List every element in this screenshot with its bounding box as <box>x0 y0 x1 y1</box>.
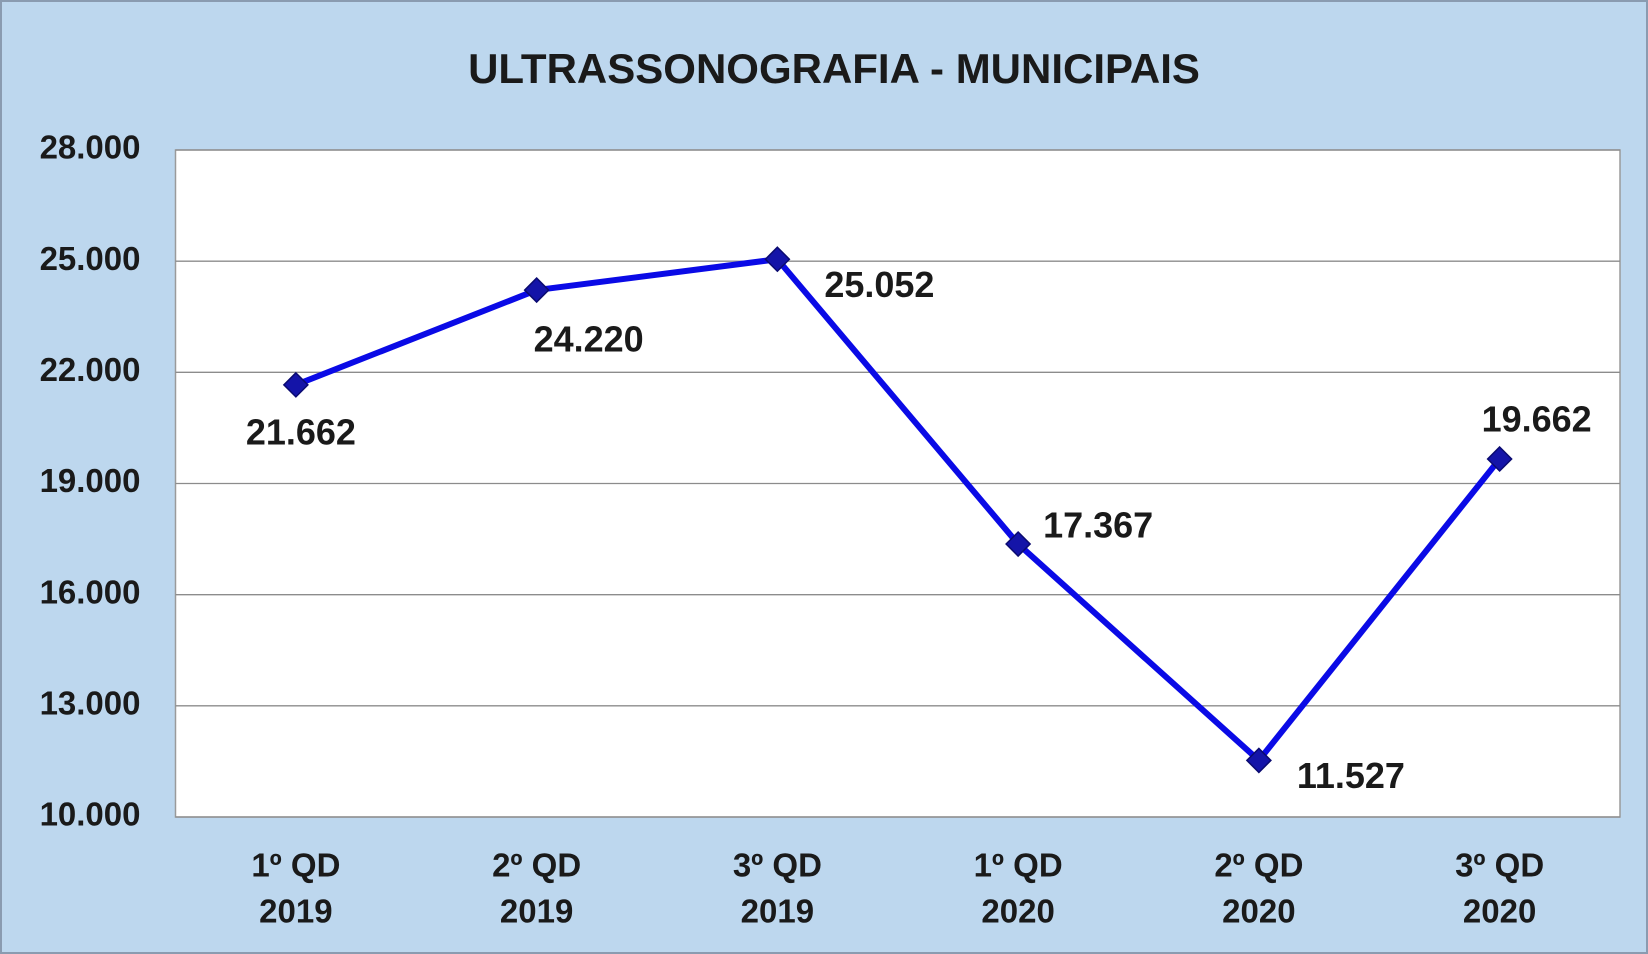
y-tick-label: 28.000 <box>40 129 141 166</box>
y-tick-label: 22.000 <box>40 351 141 388</box>
y-tick-label: 19.000 <box>40 462 141 499</box>
data-marker <box>1245 747 1272 774</box>
x-tick-label: 2º QD <box>1214 847 1303 884</box>
x-tick-label: 1º QD <box>974 847 1063 884</box>
data-label: 24.220 <box>534 319 644 360</box>
x-tick-label: 2020 <box>1463 893 1536 930</box>
data-marker <box>523 277 550 304</box>
data-label: 21.662 <box>246 411 356 452</box>
data-marker <box>1486 445 1513 473</box>
data-marker <box>1005 530 1032 558</box>
x-tick-label: 2020 <box>981 893 1054 930</box>
data-marker <box>764 246 791 273</box>
data-label: 25.052 <box>824 264 934 305</box>
x-tick-label: 3º QD <box>733 847 822 884</box>
data-label: 19.662 <box>1482 398 1592 439</box>
y-tick-label: 16.000 <box>40 573 141 610</box>
data-line <box>294 256 1502 764</box>
x-tick-label: 2019 <box>500 893 573 930</box>
data-marker <box>282 371 309 398</box>
x-tick-label: 2019 <box>741 893 814 930</box>
x-tick-label: 2º QD <box>492 847 581 884</box>
y-tick-label: 13.000 <box>40 685 141 722</box>
x-tick-label: 3º QD <box>1455 847 1544 884</box>
x-tick-label: 2020 <box>1222 893 1295 930</box>
chart-title: ULTRASSONOGRAFIA - MUNICIPAIS <box>468 45 1200 92</box>
x-tick-label: 1º QD <box>251 847 340 884</box>
data-label: 17.367 <box>1043 505 1153 546</box>
x-tick-label: 2019 <box>259 893 332 930</box>
y-tick-label: 10.000 <box>40 796 141 833</box>
y-tick-label: 25.000 <box>40 240 141 277</box>
data-label: 11.527 <box>1297 755 1405 796</box>
